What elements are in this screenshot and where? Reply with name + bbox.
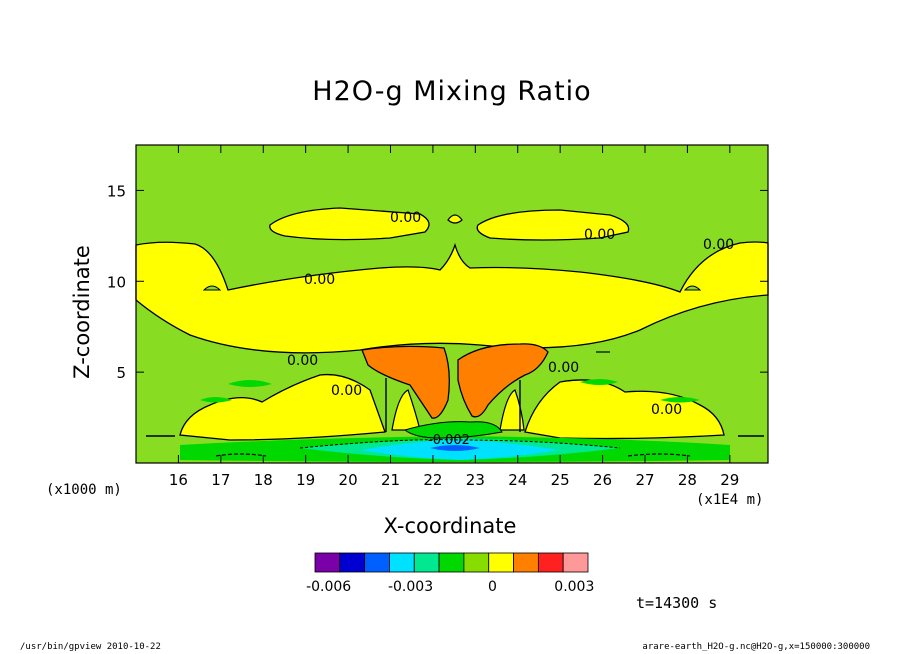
x-axis-unit-right: (x1E4 m) <box>696 492 764 508</box>
contour-region-green <box>202 285 222 291</box>
x-tick-label: 20 <box>339 471 358 489</box>
contour-region-green-strong <box>200 397 232 403</box>
time-label: t=14300 s <box>636 594 718 612</box>
contour-label: 0.00 <box>331 383 362 399</box>
x-tick-label: 17 <box>211 471 230 489</box>
colorbar: -0.006 -0.003 0 0.003 <box>306 552 594 595</box>
y-axis: 5 10 15 <box>107 182 768 382</box>
plot-frame <box>135 144 769 464</box>
contour-label: 0.00 <box>584 227 615 243</box>
colorbar-swatch <box>389 552 415 573</box>
footer-program-date: /usr/bin/gpview 2010-10-22 <box>20 642 161 652</box>
contour-region-blue <box>430 445 480 451</box>
contour-region-green-strong <box>660 397 700 403</box>
contour-line <box>299 439 621 449</box>
x-axis: 16 17 18 19 20 21 22 23 24 25 26 27 28 29 <box>169 145 739 489</box>
x-tick-label: 26 <box>593 471 612 489</box>
contour-label: 0.00 <box>548 360 579 376</box>
contour-label: -0.002 <box>428 433 470 448</box>
x-tick-label: 28 <box>678 471 697 489</box>
contour-line <box>215 453 267 457</box>
colorbar-swatch <box>438 552 465 573</box>
contour-region-green-strong <box>580 379 618 385</box>
contour-label: 0.00 <box>287 353 318 369</box>
y-tick-label: 10 <box>107 273 126 291</box>
y-tick-label: 15 <box>107 182 126 200</box>
contour-region-positive <box>391 389 421 431</box>
contour-region-plume <box>457 343 549 418</box>
colorbar-swatch <box>562 552 589 573</box>
contour-region-green-strong <box>228 380 272 387</box>
colorbar-swatch <box>413 552 440 573</box>
contour-region-green <box>683 285 702 291</box>
x-tick-label: 16 <box>169 471 188 489</box>
x-axis-unit-left: (x1000 m) <box>46 482 122 498</box>
contour-region-positive <box>269 207 430 241</box>
y-axis-label: Z-coordinate <box>70 245 94 379</box>
x-tick-label: 22 <box>423 471 442 489</box>
contour-region-positive <box>179 373 386 441</box>
footer-source: arare-earth_H2O-g.nc@H2O-g,x=150000:3000… <box>642 642 870 652</box>
x-tick-label: 29 <box>720 471 739 489</box>
colorbar-tick-label: -0.006 <box>306 579 351 595</box>
contour-label: 0.00 <box>703 237 734 253</box>
colorbar-swatch <box>513 552 539 573</box>
x-tick-label: 18 <box>254 471 273 489</box>
contour-region-green-strong <box>403 421 503 439</box>
contour-region-positive <box>447 214 463 224</box>
y-tick-label: 5 <box>116 364 126 382</box>
contour-region-positive <box>499 389 525 431</box>
contour-region-positive <box>476 209 630 241</box>
colorbar-swatch <box>537 552 564 573</box>
contour-line <box>627 453 691 457</box>
colorbar-swatch <box>314 552 341 573</box>
x-tick-label: 25 <box>551 471 570 489</box>
contour-label: 0.00 <box>304 272 335 288</box>
colorbar-swatch <box>364 552 390 573</box>
colorbar-tick-label: 0 <box>488 579 497 595</box>
chart-title: H2O-g Mixing Ratio <box>312 76 592 107</box>
colorbar-tick-label: -0.003 <box>388 579 433 595</box>
colorbar-tick-label: 0.003 <box>554 579 594 595</box>
contour-label: 0.00 <box>651 402 682 418</box>
x-tick-label: 21 <box>381 471 400 489</box>
x-axis-label: X-coordinate <box>383 514 517 538</box>
contour-label: 0.00 <box>390 210 421 226</box>
colorbar-swatch <box>488 552 514 573</box>
colorbar-swatch <box>339 552 366 573</box>
contour-region-plume <box>361 345 450 419</box>
colorbar-swatch <box>463 552 490 573</box>
x-tick-label: 27 <box>635 471 654 489</box>
x-tick-label: 19 <box>296 471 315 489</box>
x-tick-label: 23 <box>466 471 485 489</box>
x-tick-label: 24 <box>508 471 527 489</box>
